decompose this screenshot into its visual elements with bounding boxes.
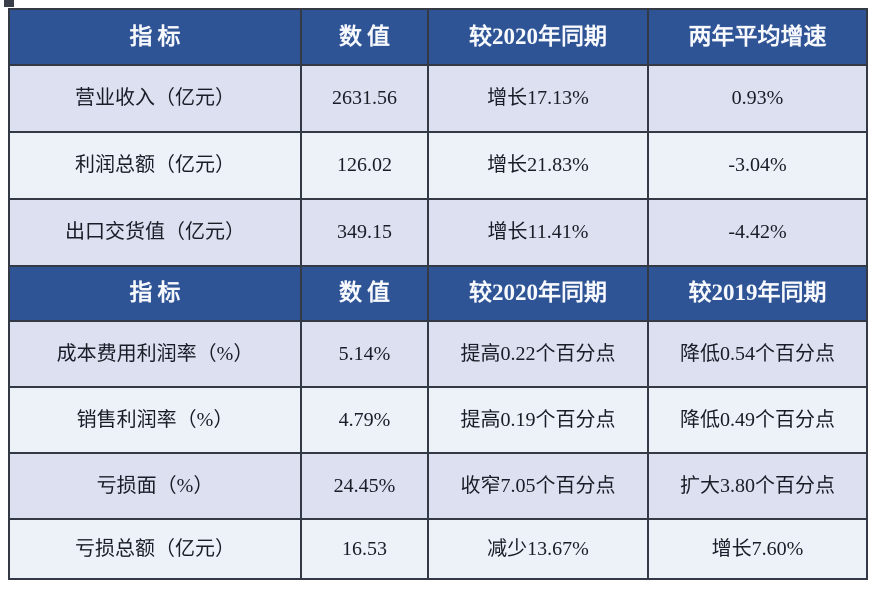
cell-vs2020: 收窄7.05个百分点	[429, 454, 647, 518]
header-cell-vs2019: 较2019年同期	[649, 267, 866, 320]
cell-vs2020: 增长21.83%	[429, 133, 647, 198]
cell-value: 5.14%	[302, 322, 427, 386]
cell-vs2019: 降低0.54个百分点	[649, 322, 866, 386]
cell-value: 2631.56	[302, 66, 427, 131]
cell-two-year: -4.42%	[649, 200, 866, 265]
header-cell-two-year-avg: 两年平均增速	[649, 10, 866, 64]
cell-value: 349.15	[302, 200, 427, 265]
cell-vs2020: 增长17.13%	[429, 66, 647, 131]
cell-vs2019: 扩大3.80个百分点	[649, 454, 866, 518]
cell-indicator: 销售利润率（%）	[10, 388, 300, 452]
cell-value: 24.45%	[302, 454, 427, 518]
header-cell-value: 数值	[302, 267, 427, 320]
cell-value: 16.53	[302, 520, 427, 578]
cell-indicator: 出口交货值（亿元）	[10, 200, 300, 265]
cell-value: 4.79%	[302, 388, 427, 452]
cell-vs2020: 增长11.41%	[429, 200, 647, 265]
cell-two-year: -3.04%	[649, 133, 866, 198]
header-cell-value: 数值	[302, 10, 427, 64]
header-cell-vs2020: 较2020年同期	[429, 267, 647, 320]
cell-vs2020: 提高0.22个百分点	[429, 322, 647, 386]
cell-value: 126.02	[302, 133, 427, 198]
header-cell-indicator: 指标	[10, 10, 300, 64]
screenshot-edge-artifact	[4, 0, 14, 7]
cell-indicator: 亏损总额（亿元）	[10, 520, 300, 578]
cell-indicator: 成本费用利润率（%）	[10, 322, 300, 386]
cell-indicator: 利润总额（亿元）	[10, 133, 300, 198]
cell-vs2020: 减少13.67%	[429, 520, 647, 578]
cell-indicator: 营业收入（亿元）	[10, 66, 300, 131]
header-cell-vs2020: 较2020年同期	[429, 10, 647, 64]
cell-vs2019: 增长7.60%	[649, 520, 866, 578]
cell-indicator: 亏损面（%）	[10, 454, 300, 518]
header-cell-indicator: 指标	[10, 267, 300, 320]
cell-vs2019: 降低0.49个百分点	[649, 388, 866, 452]
statistics-table: 指标 数值 较2020年同期 两年平均增速 营业收入（亿元） 2631.56 增…	[8, 8, 868, 580]
cell-vs2020: 提高0.19个百分点	[429, 388, 647, 452]
cell-two-year: 0.93%	[649, 66, 866, 131]
